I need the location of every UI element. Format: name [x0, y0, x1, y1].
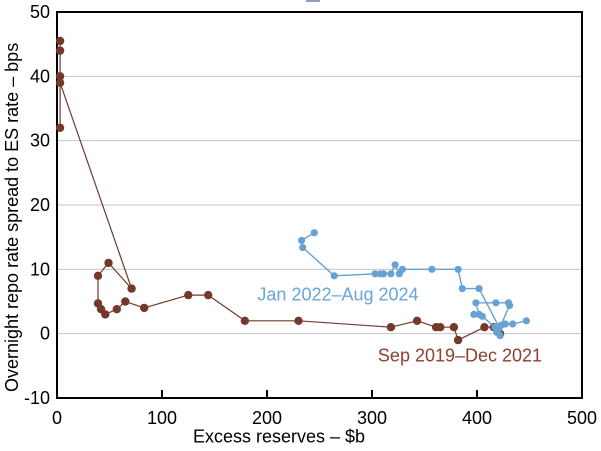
series-point-brown — [55, 78, 65, 88]
x-tick-label: 0 — [52, 408, 62, 428]
y-tick-label: 50 — [30, 2, 50, 22]
series-point-blue — [376, 270, 384, 278]
y-tick-label: 10 — [30, 259, 50, 279]
series-point-blue — [495, 323, 503, 331]
series-point-brown — [184, 290, 193, 300]
series-point-brown — [240, 316, 250, 325]
y-axis-title: Overnight repo rate spread to ES rate – … — [2, 42, 22, 392]
series-label-sep-2019-dec-2021: Sep 2019–Dec 2021 — [377, 345, 543, 366]
y-tick-label: -10 — [24, 388, 50, 408]
series-point-brown — [412, 316, 422, 325]
series-point-blue — [506, 301, 514, 309]
series-point-brown — [112, 305, 122, 314]
series-point-blue — [298, 236, 306, 244]
y-tick-label: 0 — [40, 324, 50, 344]
series-point-brown — [480, 323, 489, 332]
series-point-brown — [101, 310, 110, 319]
series-point-brown — [140, 303, 149, 313]
x-tick-label: 400 — [462, 408, 492, 428]
series-point-brown — [127, 284, 136, 293]
series-point-brown — [55, 123, 65, 132]
series-point-brown — [386, 323, 396, 332]
series-label-jan-2022-aug-2024: Jan 2022–Aug 2024 — [257, 284, 419, 305]
series-point-blue — [470, 310, 478, 318]
y-tick-label: 30 — [30, 131, 50, 151]
series-point-brown — [204, 290, 213, 300]
series-point-brown — [93, 271, 103, 280]
series-point-blue — [391, 261, 399, 269]
series-point-brown — [55, 36, 65, 46]
series-point-blue — [299, 243, 307, 252]
plot-frame — [56, 11, 583, 399]
series-point-blue — [509, 320, 517, 328]
y-tick-label: 20 — [30, 195, 50, 215]
x-tick-label: 300 — [357, 408, 387, 428]
series-point-blue — [395, 270, 403, 278]
series-point-brown — [104, 258, 113, 268]
series-point-blue — [387, 270, 395, 278]
series-point-blue — [371, 270, 379, 278]
x-tick-label: 100 — [147, 408, 177, 428]
series-point-blue — [428, 265, 436, 273]
series-point-brown — [121, 297, 130, 306]
series-point-blue — [475, 285, 483, 293]
series-point-blue — [492, 299, 500, 307]
series-point-brown — [55, 46, 65, 55]
series-point-brown — [453, 335, 463, 345]
series-point-blue — [454, 265, 462, 273]
series-point-brown — [449, 323, 459, 332]
series-point-brown — [55, 72, 65, 81]
series-point-blue — [458, 285, 466, 293]
series-point-blue — [522, 317, 531, 325]
x-tick-label: 200 — [252, 408, 282, 428]
series-point-blue — [475, 310, 483, 318]
series-point-blue — [310, 229, 318, 237]
clipped-title-remnant — [306, 0, 320, 2]
series-point-brown — [294, 316, 303, 325]
series-point-blue — [472, 299, 480, 307]
y-tick-label: 40 — [30, 66, 50, 86]
series-point-brown — [436, 323, 445, 332]
series-point-blue — [330, 272, 338, 280]
x-axis-title: Excess reserves – $b — [192, 426, 366, 447]
x-tick-label: 500 — [567, 408, 597, 428]
